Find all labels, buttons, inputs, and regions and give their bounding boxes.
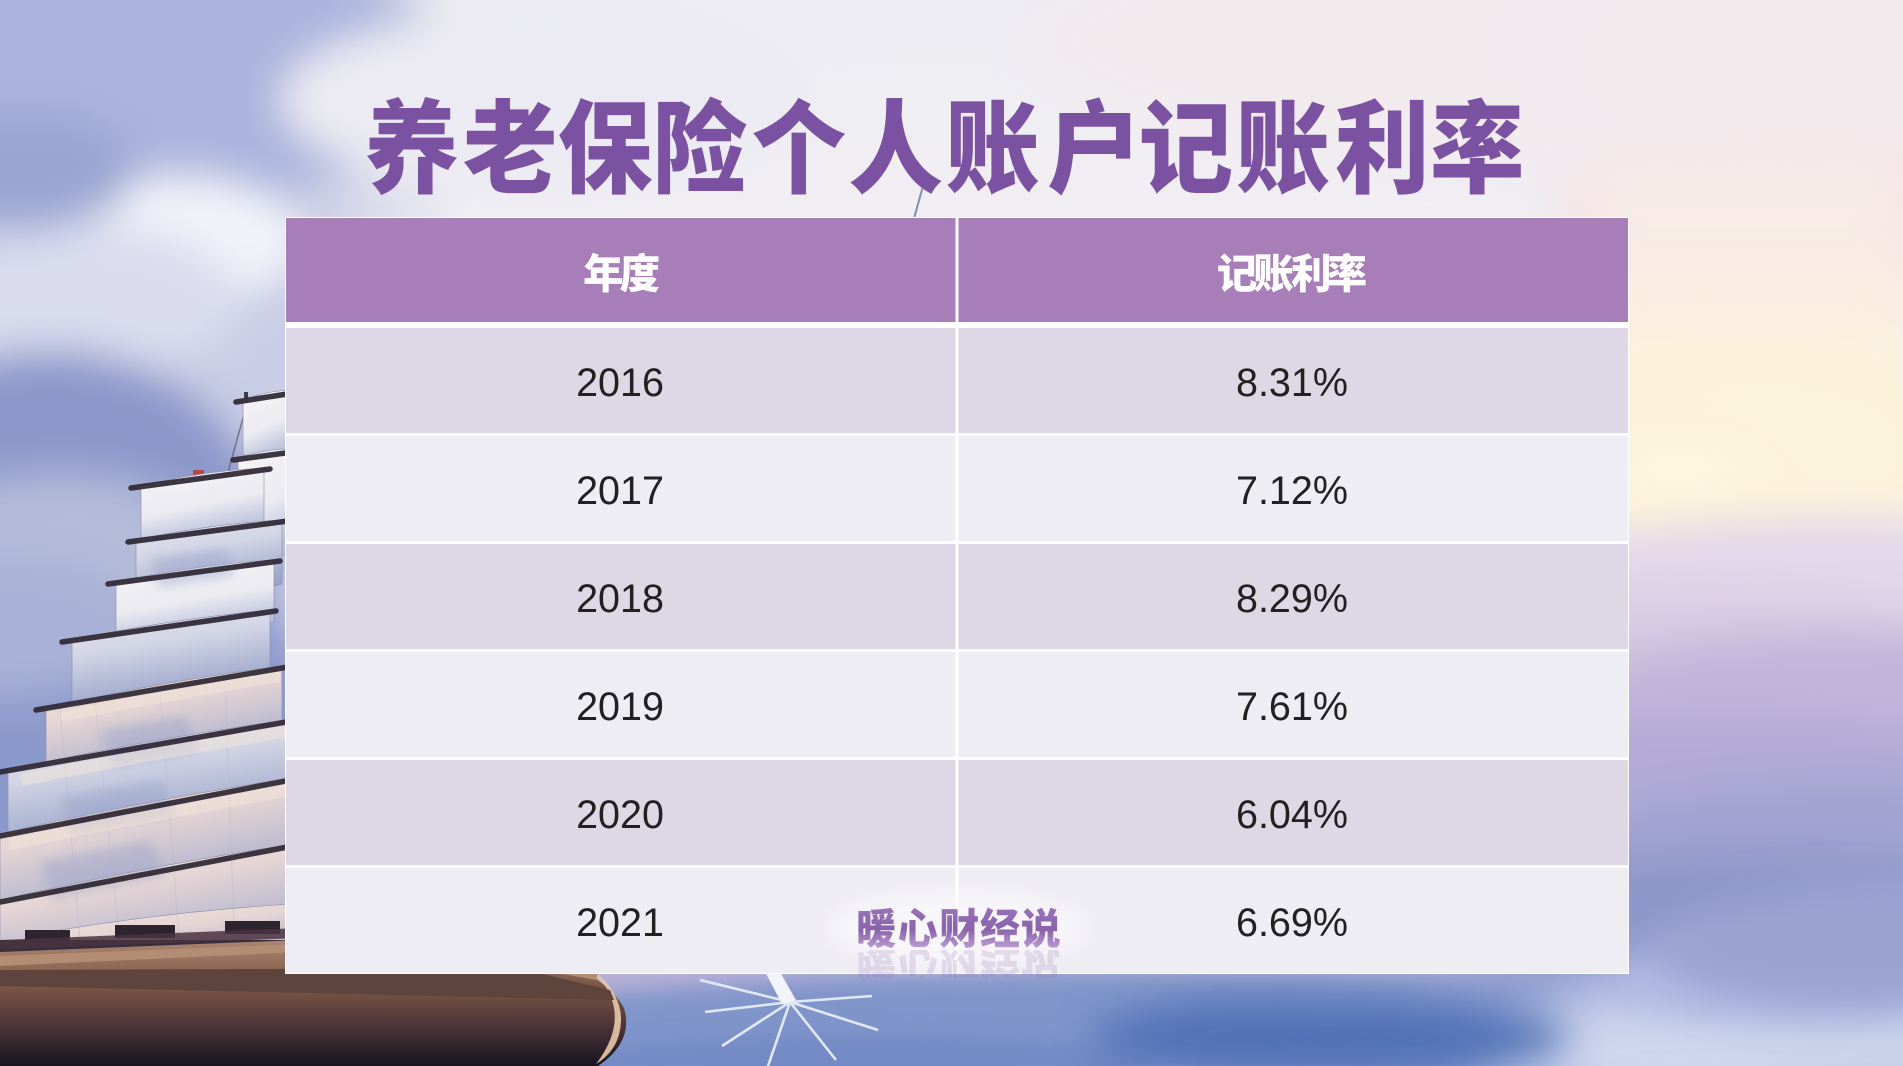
svg-text:8.31%: 8.31% <box>1236 361 1348 405</box>
svg-text:7.61%: 7.61% <box>1236 685 1348 729</box>
svg-text:7.12%: 7.12% <box>1236 469 1348 513</box>
svg-text:2021: 2021 <box>576 901 664 945</box>
svg-text:6.69%: 6.69% <box>1236 901 1348 945</box>
svg-text:6.04%: 6.04% <box>1236 793 1348 837</box>
svg-text:2017: 2017 <box>576 469 664 513</box>
svg-text:2016: 2016 <box>576 361 664 405</box>
svg-text:2018: 2018 <box>576 577 664 621</box>
svg-text:2019: 2019 <box>576 685 664 729</box>
svg-text:8.29%: 8.29% <box>1236 577 1348 621</box>
svg-text:2020: 2020 <box>576 793 664 837</box>
